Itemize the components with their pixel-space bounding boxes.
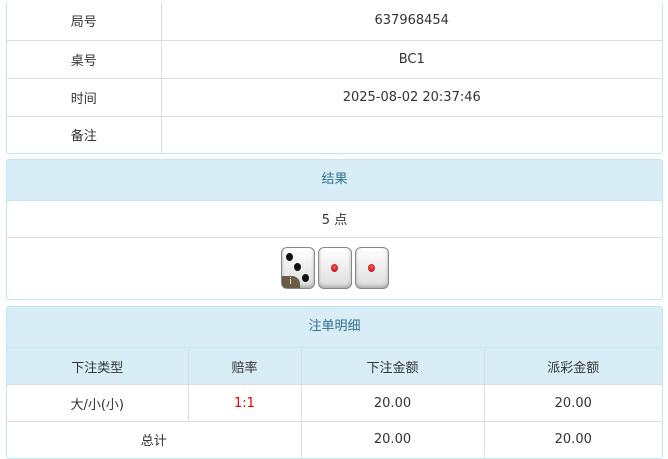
remark bbox=[160, 115, 662, 153]
total-amount: 20.00 bbox=[300, 421, 485, 458]
bet-type: 大/小(小) bbox=[7, 384, 189, 422]
label: 局号 bbox=[7, 2, 162, 41]
info-panel: 局号 637968454 桌号 BC1 时间 2025-08-02 20:37:46 … bbox=[6, 2, 663, 154]
label: 时间 bbox=[7, 77, 162, 117]
info-table: 局号 637968454 桌号 BC1 时间 2025-08-02 20:37:46 … bbox=[7, 2, 662, 153]
pip bbox=[294, 263, 301, 272]
die-1 bbox=[354, 247, 389, 290]
row-time: 时间 2025-08-02 20:37:46 bbox=[7, 77, 662, 117]
table-row: 大/小(小) 1:1 20.00 20.00 bbox=[7, 384, 662, 422]
row-round: 局号 637968454 bbox=[7, 2, 662, 41]
dice: i bbox=[280, 247, 389, 290]
label: 桌号 bbox=[7, 39, 162, 79]
result-points: 5 点 bbox=[7, 201, 662, 238]
bets-panel: 注单明细 下注类型 赔率 下注金额 派彩金额 大/小(小) 1:1 20.00 … bbox=[6, 306, 663, 459]
table-number: BC1 bbox=[160, 39, 662, 79]
round-number: 637968454 bbox=[160, 2, 662, 41]
header-type: 下注类型 bbox=[7, 348, 189, 385]
time: 2025-08-02 20:37:46 bbox=[160, 77, 662, 117]
dice-cell: i bbox=[7, 236, 662, 299]
total-row: 总计 20.00 20.00 bbox=[7, 421, 662, 458]
info-icon[interactable]: i bbox=[281, 276, 300, 289]
result-panel: 结果 5 点 i bbox=[6, 159, 663, 300]
total-payout: 20.00 bbox=[483, 421, 662, 458]
pip bbox=[286, 253, 293, 262]
odds: 1:1 bbox=[187, 384, 302, 422]
die-1 bbox=[317, 247, 352, 290]
pip bbox=[368, 264, 375, 273]
header-amount: 下注金额 bbox=[300, 348, 485, 385]
header-payout: 派彩金额 bbox=[483, 348, 662, 385]
pip bbox=[302, 273, 309, 282]
row-table: 桌号 BC1 bbox=[7, 39, 662, 79]
die-3: i bbox=[280, 247, 315, 290]
label: 备注 bbox=[7, 115, 162, 153]
result-title: 结果 bbox=[7, 160, 662, 201]
row-remark: 备注 bbox=[7, 115, 662, 153]
bets-table: 下注类型 赔率 下注金额 派彩金额 大/小(小) 1:1 20.00 20.00… bbox=[7, 348, 662, 458]
pip bbox=[331, 264, 338, 273]
header-odds: 赔率 bbox=[187, 348, 302, 385]
bet-amount: 20.00 bbox=[300, 384, 485, 422]
bets-title: 注单明细 bbox=[7, 307, 662, 348]
payout: 20.00 bbox=[483, 384, 662, 422]
total-label: 总计 bbox=[7, 421, 302, 458]
